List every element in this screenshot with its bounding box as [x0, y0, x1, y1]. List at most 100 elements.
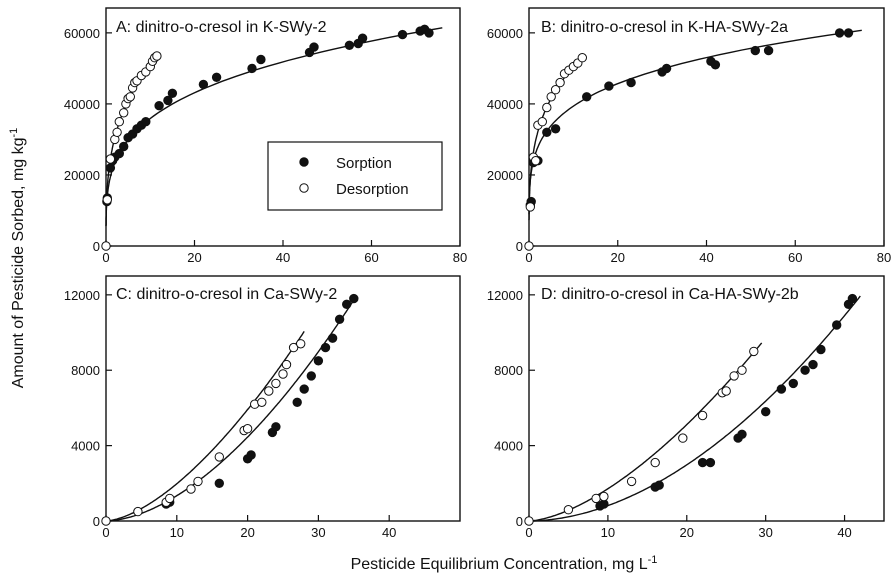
panel-b-desorption-point [578, 54, 586, 62]
panel-d-title: D: dinitro-o-cresol in Ca-HA-SWy-2b [541, 286, 799, 303]
panel-a-x-tick-label: 20 [187, 250, 201, 265]
panel-c-desorption-point [187, 485, 195, 493]
panel-b-y-tick-label: 60000 [487, 26, 523, 41]
panel-b-y-tick-label: 40000 [487, 97, 523, 112]
panel-c-x-tick-label: 10 [170, 525, 184, 540]
panel-d-x-tick-label: 30 [758, 525, 772, 540]
panel-c-y-tick-label: 8000 [71, 363, 100, 378]
panel-a-sorption-point [120, 142, 128, 150]
panel-c-desorption-point [102, 517, 110, 525]
panel-a-sorption-point [155, 102, 163, 110]
panel-c-sorption-point [328, 334, 336, 342]
panel-b-frame [529, 8, 884, 246]
panel-c-sorption-point [350, 294, 358, 302]
panel-d-x-tick-label: 20 [680, 525, 694, 540]
panel-b-sorption-point [551, 125, 559, 133]
panel-c-sorption-point [321, 343, 329, 351]
panel-a-sorption-point [168, 89, 176, 97]
panel-b-desorption-point [543, 103, 551, 111]
panel-b-desorption-point [526, 203, 534, 211]
panel-c-points [102, 294, 358, 525]
panel-a-x-tick-label: 40 [276, 250, 290, 265]
panel-d-sorption-point [801, 366, 809, 374]
panel-a: A: dinitro-o-cresol in K-SWy-2 0 20 40 60 80… [64, 8, 467, 265]
panel-b-x-tick-label: 0 [525, 250, 532, 265]
panel-d-y-tick-label: 8000 [494, 363, 523, 378]
panel-d-sorption-fit-curve [529, 296, 860, 521]
panel-c-sorption-point [335, 315, 343, 323]
panel-d-desorption-point [738, 366, 746, 374]
panel-d-points [525, 294, 857, 525]
panel-d-desorption-point [651, 458, 659, 466]
panel-a-x-tick-label: 60 [364, 250, 378, 265]
panel-a-y-tick-label: 60000 [64, 26, 100, 41]
panel-c-desorption-point [194, 477, 202, 485]
panel-a-desorption-point [120, 109, 128, 117]
panel-a-y-tick-label: 0 [93, 239, 100, 254]
panel-b-sorption-point [605, 82, 613, 90]
panel-d-y-tick-label: 4000 [494, 439, 523, 454]
legend: Sorption Desorption [268, 142, 442, 210]
panel-a-sorption-point [310, 43, 318, 51]
panel-a-sorption-point [398, 30, 406, 38]
panel-d-desorption-point [627, 477, 635, 485]
panel-a-x-tick-label: 0 [102, 250, 109, 265]
panel-d-desorption-fit-curve [529, 343, 762, 521]
panel-a-sorption-point [345, 41, 353, 49]
panel-c-desorption-point [297, 340, 305, 348]
panel-c-sorption-point [215, 479, 223, 487]
panel-a-desorption-point [113, 128, 121, 136]
panel-c-desorption-point [243, 425, 251, 433]
legend-sorption-marker [300, 158, 308, 166]
panel-c-desorption-point [282, 360, 290, 368]
panel-d-desorption-point [722, 387, 730, 395]
panel-c-desorption-point [166, 494, 174, 502]
panel-c-desorption-point [279, 370, 287, 378]
panel-b-desorption-point [538, 118, 546, 126]
panel-a-y-tick-label: 40000 [64, 97, 100, 112]
panel-c-sorption-point [247, 451, 255, 459]
panel-b-sorption-point [835, 29, 843, 37]
panel-b-sorption-point [583, 93, 591, 101]
panel-a-sorption-point [425, 29, 433, 37]
x-axis-title: Pesticide Equilibrium Concentration, mg … [351, 554, 658, 573]
panel-c-y-tick-label: 4000 [71, 439, 100, 454]
panel-c-y-tick-label: 12000 [64, 288, 100, 303]
panel-d-desorption-point [525, 517, 533, 525]
panel-c-desorption-point [134, 507, 142, 515]
panel-b-desorption-point [525, 242, 533, 250]
panel-b-y-tick-label: 20000 [487, 168, 523, 183]
panel-c-ticks: 0 10 20 30 40 0 4000 8000 12000 [64, 288, 397, 540]
panel-d-sorption-point [789, 379, 797, 387]
panel-a-sorption-point [257, 55, 265, 63]
y-axis-title-superscript: -1 [8, 128, 20, 138]
panel-b-sorption-point [662, 64, 670, 72]
panel-c-desorption-point [215, 453, 223, 461]
panel-c-x-tick-label: 40 [382, 525, 396, 540]
panel-b-sorption-point [764, 46, 772, 54]
legend-box [268, 142, 442, 210]
panel-c-desorption-point [272, 379, 280, 387]
panel-a-sorption-point [248, 64, 256, 72]
panel-a-points [102, 25, 433, 250]
panel-b: B: dinitro-o-cresol in K-HA-SWy-2a 0 20 40… [487, 8, 891, 265]
panel-a-title: A: dinitro-o-cresol in K-SWy-2 [116, 19, 327, 36]
panel-d-x-tick-label: 0 [525, 525, 532, 540]
panel-c-x-tick-label: 30 [311, 525, 325, 540]
panel-d-x-tick-label: 10 [601, 525, 615, 540]
panel-d: D: dinitro-o-cresol in Ca-HA-SWy-2b 0 10 2… [487, 276, 884, 540]
panel-b-x-tick-label: 60 [788, 250, 802, 265]
panel-a-sorption-point [199, 80, 207, 88]
panel-d-y-tick-label: 0 [516, 514, 523, 529]
panel-b-x-tick-label: 80 [877, 250, 891, 265]
panel-a-y-tick-label: 20000 [64, 168, 100, 183]
panel-d-desorption-point [564, 506, 572, 514]
legend-sorption-label: Sorption [336, 155, 392, 172]
panel-d-ticks: 0 10 20 30 4004000800012000 [487, 288, 852, 540]
panel-d-desorption-point [750, 347, 758, 355]
panel-d-sorption-point [698, 458, 706, 466]
panel-a-desorption-point [153, 52, 161, 60]
panel-b-sorption-point [627, 78, 635, 86]
panel-a-desorption-point [126, 93, 134, 101]
